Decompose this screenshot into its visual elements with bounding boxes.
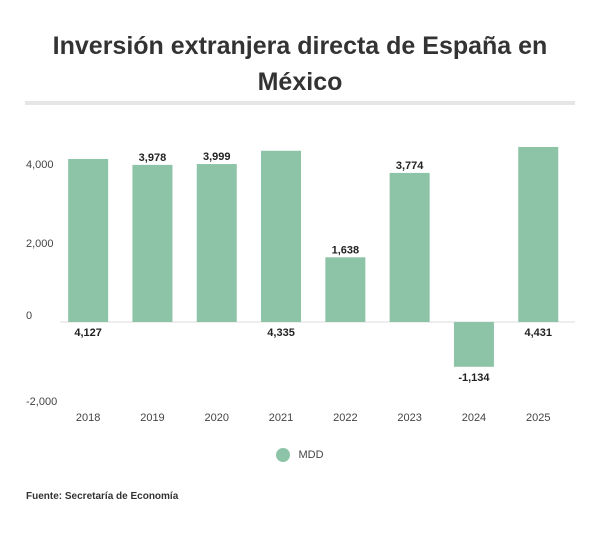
source-note: Fuente: Secretaría de Economía <box>26 491 179 502</box>
data-label-2022: 1,638 <box>332 244 360 256</box>
legend: MDD <box>0 448 600 462</box>
data-label-2024: -1,134 <box>458 372 490 384</box>
x-tick-label: 2025 <box>526 412 550 424</box>
bar-chart: 4,000 2,000 0 -2,000 4,127 2018 3,978 2019 3,999… <box>26 146 575 424</box>
bar-2022 <box>325 257 366 322</box>
bar-2023 <box>389 172 430 322</box>
data-label-2020: 3,999 <box>203 151 231 163</box>
data-label-2025: 4,431 <box>524 327 552 339</box>
x-tick-label: 2024 <box>462 412 486 424</box>
y-tick-label: 2,000 <box>26 238 54 250</box>
bar-2024 <box>453 322 494 367</box>
x-tick-label: 2018 <box>76 412 100 424</box>
legend-swatch <box>276 448 291 462</box>
bar-2020 <box>196 164 237 322</box>
x-tick-label: 2020 <box>205 412 229 424</box>
bar-2021 <box>261 150 302 322</box>
data-label-2018: 4,127 <box>74 327 102 339</box>
y-tick-label: 4,000 <box>26 159 54 171</box>
x-tick-label: 2022 <box>333 412 357 424</box>
bar-2018 <box>68 158 109 322</box>
x-tick-label: 2019 <box>140 412 164 424</box>
data-label-2023: 3,774 <box>396 160 424 172</box>
y-tick-label: 0 <box>26 310 32 322</box>
x-tick-label: 2023 <box>397 412 421 424</box>
legend-label: MDD <box>298 449 324 461</box>
x-tick-label: 2021 <box>269 412 293 424</box>
chart-title: Inversión extranjera directa de España e… <box>52 32 548 96</box>
bar-2019 <box>132 164 173 322</box>
y-tick-label: -2,000 <box>26 396 57 408</box>
data-label-2019: 3,978 <box>139 152 167 164</box>
data-label-2021: 4,335 <box>267 327 295 339</box>
bar-2025 <box>518 146 559 322</box>
title-divider <box>25 101 575 105</box>
